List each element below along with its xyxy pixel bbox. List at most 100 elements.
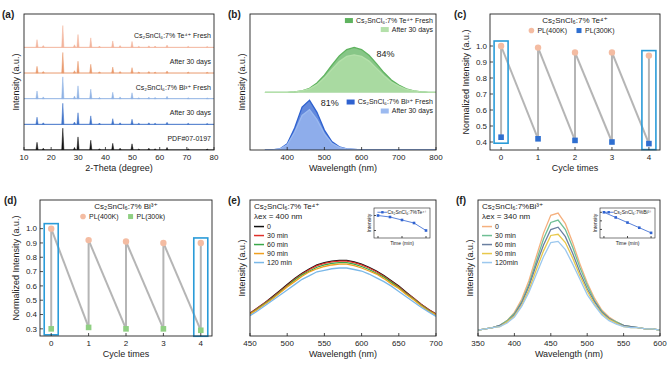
- legend-label: PL(300K): [585, 27, 615, 35]
- x-tick-label: 700: [429, 339, 443, 348]
- diffraction-peak: [90, 38, 92, 48]
- y-tick-label: 0.5: [476, 122, 488, 131]
- annotation: Cs₂SnCl₆:7% Te⁴⁺: [542, 16, 607, 25]
- legend-label: 30 min: [267, 232, 288, 239]
- data-point: [377, 214, 380, 217]
- x-tick: [287, 333, 288, 336]
- pattern-label: PDF#07-0197: [167, 135, 211, 142]
- diffraction-peak: [166, 71, 168, 73]
- x-tick-label: 4: [199, 339, 204, 348]
- y-tick: [490, 142, 493, 143]
- legend-swatch: [482, 253, 492, 255]
- area-fill: [265, 47, 436, 92]
- y-tick-label: 0.7: [26, 267, 38, 276]
- diffraction-peak: [206, 72, 208, 74]
- x-tick: [51, 147, 52, 150]
- x-axis-label: Time (min): [390, 240, 414, 246]
- data-point: [401, 219, 404, 222]
- y-tick-label: 1.0: [26, 224, 38, 233]
- spectrum-line: [250, 263, 436, 315]
- x-tick-label: 10: [20, 153, 29, 162]
- legend-swatch: [604, 212, 614, 213]
- x-tick-label: 650: [392, 339, 406, 348]
- diffraction-peak: [187, 46, 189, 47]
- highlight-box: [194, 238, 208, 336]
- diffraction-peak: [119, 123, 121, 125]
- diffraction-peak: [90, 89, 92, 99]
- chart-panel: 450500550600650700Wavelength (nm)Intensi…: [228, 195, 443, 359]
- diffraction-peak: [131, 68, 133, 73]
- legend-swatch: [254, 253, 264, 255]
- plot-frame: [250, 200, 436, 336]
- plot-background: [374, 208, 430, 238]
- highlight-box: [494, 41, 508, 143]
- annotation: 81%: [321, 98, 339, 108]
- x-tick: [623, 333, 624, 336]
- x-tick: [361, 147, 362, 150]
- plot-background: [600, 208, 655, 238]
- x-tick-label: 70: [182, 153, 191, 162]
- legend-swatch: [345, 18, 353, 23]
- x-tick: [575, 147, 576, 150]
- x-tick-label: 500: [318, 153, 332, 162]
- y-tick: [600, 229, 602, 230]
- legend-label: 60 min: [267, 241, 288, 248]
- diffraction-peak: [98, 123, 100, 124]
- data-point: [425, 229, 428, 232]
- y-tick: [40, 285, 43, 286]
- x-tick-label: 30: [74, 153, 83, 162]
- plot-background: [40, 200, 212, 336]
- x-tick: [660, 333, 661, 336]
- area-fill: [265, 55, 436, 93]
- diffraction-peak: [42, 123, 44, 125]
- x-tick-label: 450: [243, 339, 257, 348]
- y-tick: [600, 220, 602, 221]
- diffraction-peak: [119, 71, 121, 73]
- x-tick: [78, 147, 79, 150]
- plot-frame: [40, 200, 212, 336]
- legend-swatch: [377, 212, 387, 213]
- legend-swatch: [608, 211, 610, 213]
- diffraction-peak: [112, 119, 114, 125]
- diffraction-peak: [90, 116, 92, 124]
- y-axis-label: Intensity: [592, 213, 598, 232]
- x-tick-label: 600: [355, 339, 369, 348]
- data-layer: [265, 47, 436, 150]
- data-point: [48, 326, 54, 332]
- data-point: [572, 138, 578, 144]
- y-axis-label: Intensity (a.u.): [237, 53, 247, 110]
- diffraction-peak: [119, 97, 121, 99]
- highlight-box: [642, 51, 656, 150]
- spectrum-line: [478, 227, 660, 330]
- x-tick: [514, 333, 515, 336]
- y-tick: [490, 78, 493, 79]
- data-point: [646, 52, 652, 58]
- diffraction-peak: [148, 71, 150, 73]
- y-tick: [490, 62, 493, 63]
- diffraction-peak: [36, 117, 38, 124]
- cycle-line: [611, 52, 613, 142]
- x-tick: [159, 147, 160, 150]
- diffraction-peak: [73, 71, 75, 73]
- legend-swatch: [482, 244, 492, 246]
- x-tick: [250, 333, 251, 336]
- cycle-line: [89, 240, 126, 329]
- plot-frame: [490, 14, 660, 150]
- y-tick-label: 0.9: [26, 239, 38, 248]
- diffraction-peak: [62, 128, 64, 150]
- chart-panel: 012340.30.40.50.60.70.80.91.0Cycle times…: [4, 195, 212, 359]
- plot-background: [490, 14, 660, 150]
- diffraction-peak: [90, 64, 92, 73]
- diffraction-peak: [187, 123, 189, 124]
- chart-panel: 012340.40.50.60.70.80.91.0Cycle timesNor…: [454, 9, 660, 173]
- legend-label: Cs₂SnCl₆:7% Te⁴⁺ Fresh: [356, 17, 433, 24]
- legend-swatch: [254, 235, 264, 237]
- pattern-label: After 30 days: [170, 58, 212, 66]
- x-tick: [200, 333, 201, 336]
- x-axis-label: 2-Theta (degree): [85, 163, 153, 173]
- cycle-line: [575, 52, 612, 142]
- area-fill: [265, 100, 436, 150]
- diffraction-peak: [138, 46, 140, 47]
- data-point: [123, 326, 129, 332]
- inset-chart: Time (min)IntensityCs₂SnCl₆:7%Bi³⁺: [592, 208, 655, 246]
